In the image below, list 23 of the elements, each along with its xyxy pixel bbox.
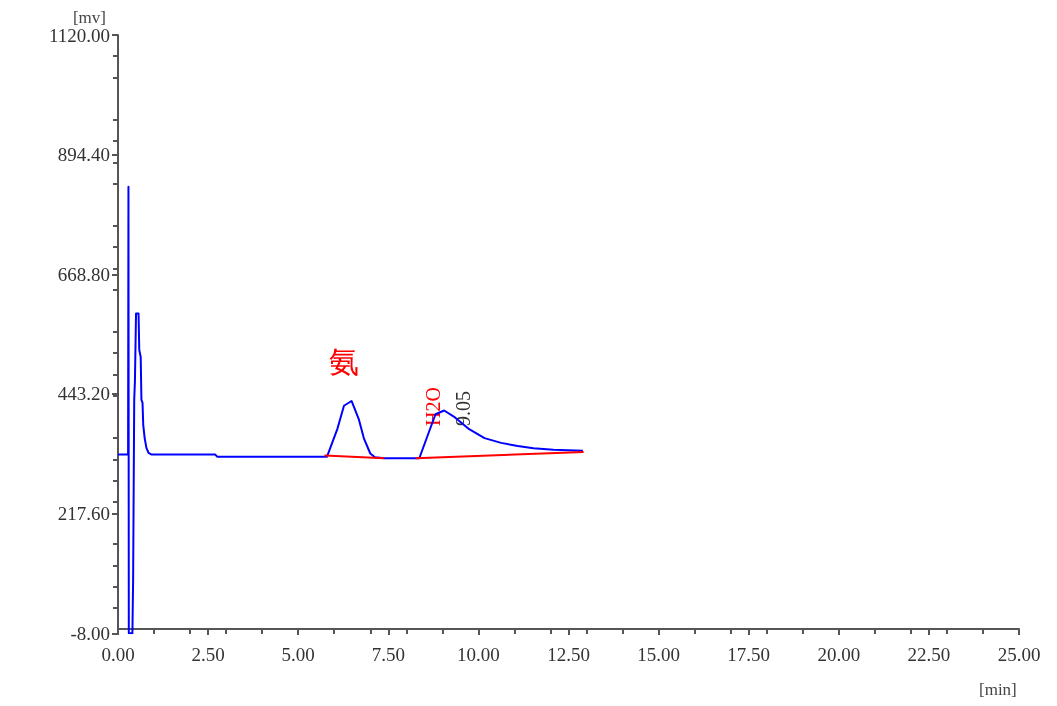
y-tick-label: -8.00 — [70, 622, 110, 644]
x-tick-label: 12.50 — [547, 644, 590, 666]
annotation: 氨 — [329, 344, 359, 378]
y-tick-label: 1120.00 — [48, 24, 110, 46]
y-axis-title: [mv] — [72, 7, 106, 27]
y-tick-label: 217.60 — [57, 503, 110, 525]
x-tick-label: 17.50 — [727, 644, 771, 666]
y-tick-label: 894.40 — [57, 144, 110, 166]
x-tick-label: 7.50 — [371, 644, 405, 666]
x-axis-title: [min] — [979, 680, 1017, 700]
x-tick-label: 0.00 — [101, 644, 135, 666]
x-tick-label: 10.00 — [457, 644, 500, 666]
x-tick-label: 15.00 — [637, 644, 680, 666]
x-tick-label: 5.00 — [281, 644, 315, 666]
x-tick-label: 20.00 — [817, 644, 861, 666]
y-tick-label: 668.80 — [57, 263, 110, 285]
x-tick-label: 25.00 — [997, 644, 1041, 666]
y-tick-label: 443.20 — [57, 383, 110, 405]
annotation: H2O — [422, 387, 444, 426]
annotation: 9.05 — [452, 391, 474, 426]
x-tick-label: 22.50 — [907, 644, 951, 666]
x-tick-label: 2.50 — [191, 644, 225, 666]
line-series — [117, 185, 584, 635]
